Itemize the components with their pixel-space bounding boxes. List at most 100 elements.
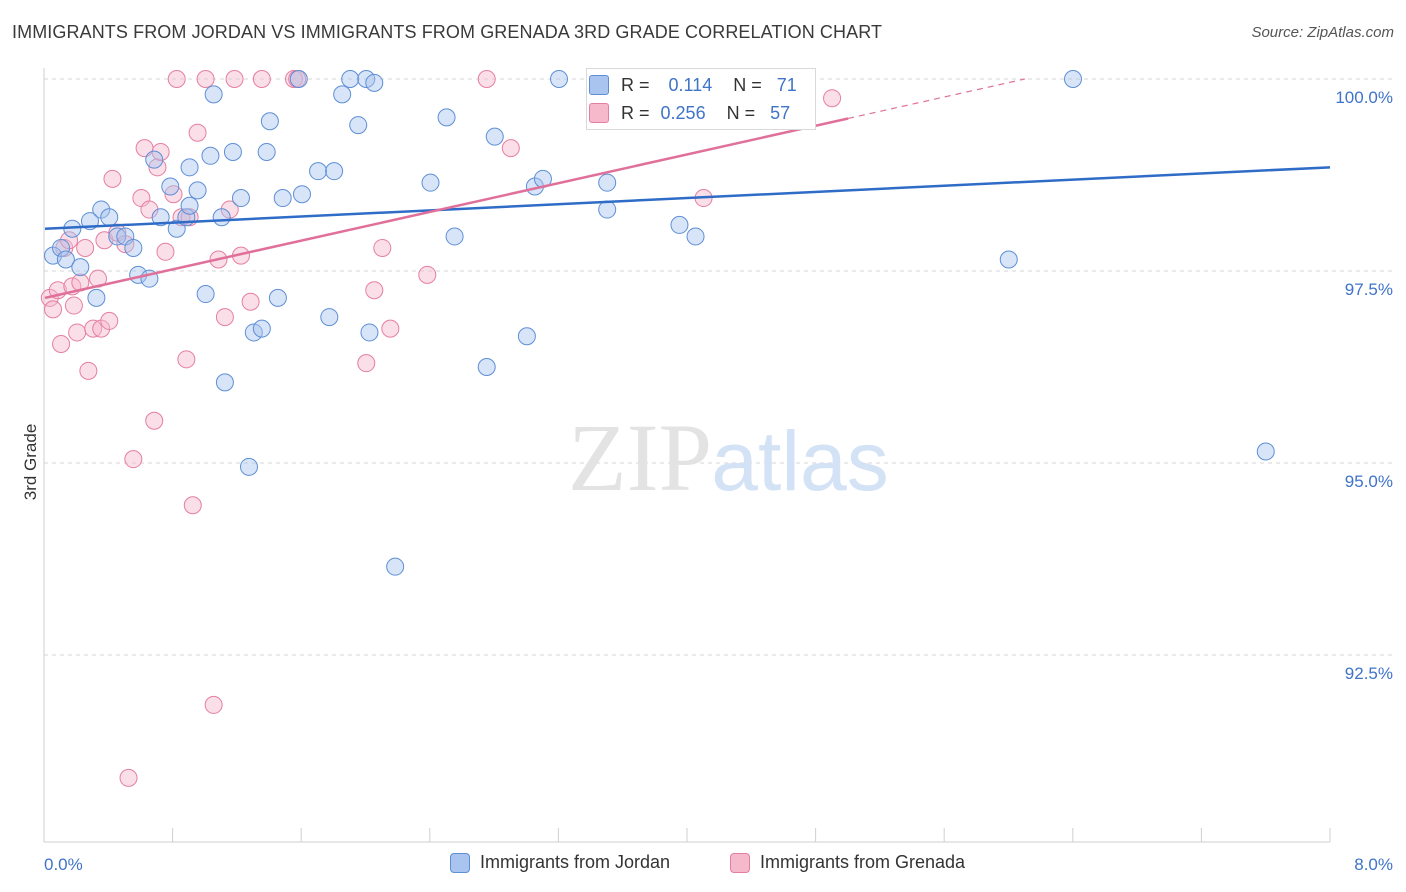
grenada-n-value: 57 [770, 102, 791, 123]
jordan-point-36 [289, 70, 308, 88]
y-tick-label-1: 97.5% [1345, 280, 1393, 299]
grenada-point-39 [215, 308, 234, 327]
jordan-r-label: R = [621, 74, 650, 95]
jordan-point-19 [180, 196, 199, 215]
legend-jordan-swatch-icon [450, 852, 470, 873]
jordan-point-33 [260, 112, 279, 131]
grenada-trend-extension [847, 78, 1025, 120]
jordan-point-48 [421, 173, 440, 192]
grenada-point-52 [477, 70, 496, 88]
jordan-point-47 [386, 557, 405, 576]
jordan-point-58 [598, 173, 617, 192]
grenada-point-47 [357, 354, 376, 373]
y-tick-label-3: 92.5% [1345, 664, 1393, 683]
grenada-point-30 [167, 70, 186, 88]
jordan-point-40 [325, 162, 344, 181]
jordan-point-6 [87, 288, 106, 307]
stats-row-jordan: R = 0.114 N = 71 [587, 71, 817, 99]
jordan-swatch-icon [589, 75, 609, 95]
grenada-swatch-icon [589, 103, 609, 123]
jordan-point-34 [268, 288, 287, 307]
jordan-point-15 [151, 208, 170, 227]
jordan-r-value: 0.114 [668, 74, 713, 95]
jordan-point-46 [365, 73, 384, 92]
chart-title: IMMIGRANTS FROM JORDAN VS IMMIGRANTS FRO… [12, 22, 883, 42]
axes [43, 68, 1331, 843]
grenada-point-50 [381, 319, 400, 338]
grenada-point-25 [145, 411, 164, 430]
grenada-point-48 [365, 281, 384, 300]
jordan-point-23 [201, 146, 220, 165]
jordan-point-50 [445, 227, 464, 246]
watermark-atlas: atlas [711, 414, 888, 508]
grenada-point-17 [103, 169, 122, 188]
legend-item-grenada[interactable]: Immigrants from Grenada [730, 852, 965, 873]
jordan-point-20 [180, 158, 199, 177]
jordan-point-53 [517, 327, 536, 346]
jordan-n-value: 71 [776, 74, 797, 95]
jordan-point-4 [71, 258, 90, 277]
trend-lines [44, 78, 1331, 300]
jordan-point-27 [223, 142, 242, 161]
jordan-point-11 [124, 238, 143, 257]
jordan-point-59 [670, 215, 689, 234]
jordan-point-37 [293, 185, 311, 204]
legend-grenada-swatch-icon [730, 852, 750, 873]
jordan-point-16 [161, 177, 180, 196]
grenada-point-53 [501, 139, 520, 158]
jordan-point-51 [477, 358, 496, 376]
grenada-point-21 [124, 450, 143, 469]
grenada-point-8 [68, 323, 87, 342]
jordan-point-22 [196, 285, 215, 304]
y-tick-labels: 100.0% 97.5% 95.0% 92.5% [1335, 88, 1393, 683]
jordan-points [44, 70, 1275, 576]
jordan-point-52 [485, 127, 504, 146]
grenada-point-7 [64, 296, 83, 315]
jordan-point-28 [231, 189, 250, 208]
jordan-point-35 [273, 189, 292, 208]
x-tick-labels: 0.0% 8.0% [44, 855, 1393, 874]
grenada-point-55 [823, 89, 842, 108]
jordan-point-60 [686, 227, 705, 246]
jordan-point-38 [309, 162, 328, 181]
grenada-point-43 [241, 292, 260, 311]
grenada-point-49 [373, 238, 392, 257]
x-tick-label-1: 8.0% [1354, 855, 1393, 874]
watermark-zip: ZIP [568, 404, 712, 511]
grenada-point-32 [177, 350, 196, 369]
jordan-point-25 [212, 208, 231, 227]
legend-item-jordan[interactable]: Immigrants from Jordan [450, 852, 670, 873]
jordan-point-17 [167, 219, 186, 238]
jordan-point-43 [349, 116, 368, 135]
grenada-r-label: R = [621, 102, 650, 123]
stats-legend: R = 0.114 N = 71 R = 0.256 N = 57 [586, 68, 816, 130]
legend-jordan-label: Immigrants from Jordan [480, 852, 671, 872]
grenada-r-value: 0.256 [660, 102, 706, 123]
jordan-point-21 [188, 181, 207, 200]
grenada-point-20 [119, 768, 138, 787]
jordan-point-41 [333, 85, 352, 104]
grenada-point-28 [156, 242, 175, 261]
jordan-point-63 [1064, 70, 1082, 88]
grenada-point-3 [52, 334, 71, 353]
jordan-n-label: N = [733, 74, 762, 95]
jordan-trend-line [44, 166, 1331, 231]
stats-row-grenada: R = 0.256 N = 57 [587, 99, 817, 127]
bottom-legend: Immigrants from Jordan Immigrants from G… [0, 852, 1406, 878]
watermark: ZIP atlas [568, 404, 889, 511]
grenada-point-37 [204, 695, 223, 714]
jordan-point-8 [100, 208, 119, 227]
jordan-point-56 [550, 70, 568, 88]
grenada-point-44 [252, 70, 271, 88]
jordan-point-32 [257, 142, 276, 161]
legend-grenada-label: Immigrants from Grenada [760, 852, 966, 872]
grenada-point-27 [151, 142, 170, 161]
grenada-point-51 [418, 265, 437, 284]
jordan-point-39 [320, 308, 339, 327]
jordan-point-1 [52, 238, 71, 257]
jordan-point-31 [252, 319, 271, 338]
jordan-point-57 [598, 200, 617, 219]
jordan-point-14 [145, 150, 164, 169]
jordan-point-45 [360, 323, 379, 342]
